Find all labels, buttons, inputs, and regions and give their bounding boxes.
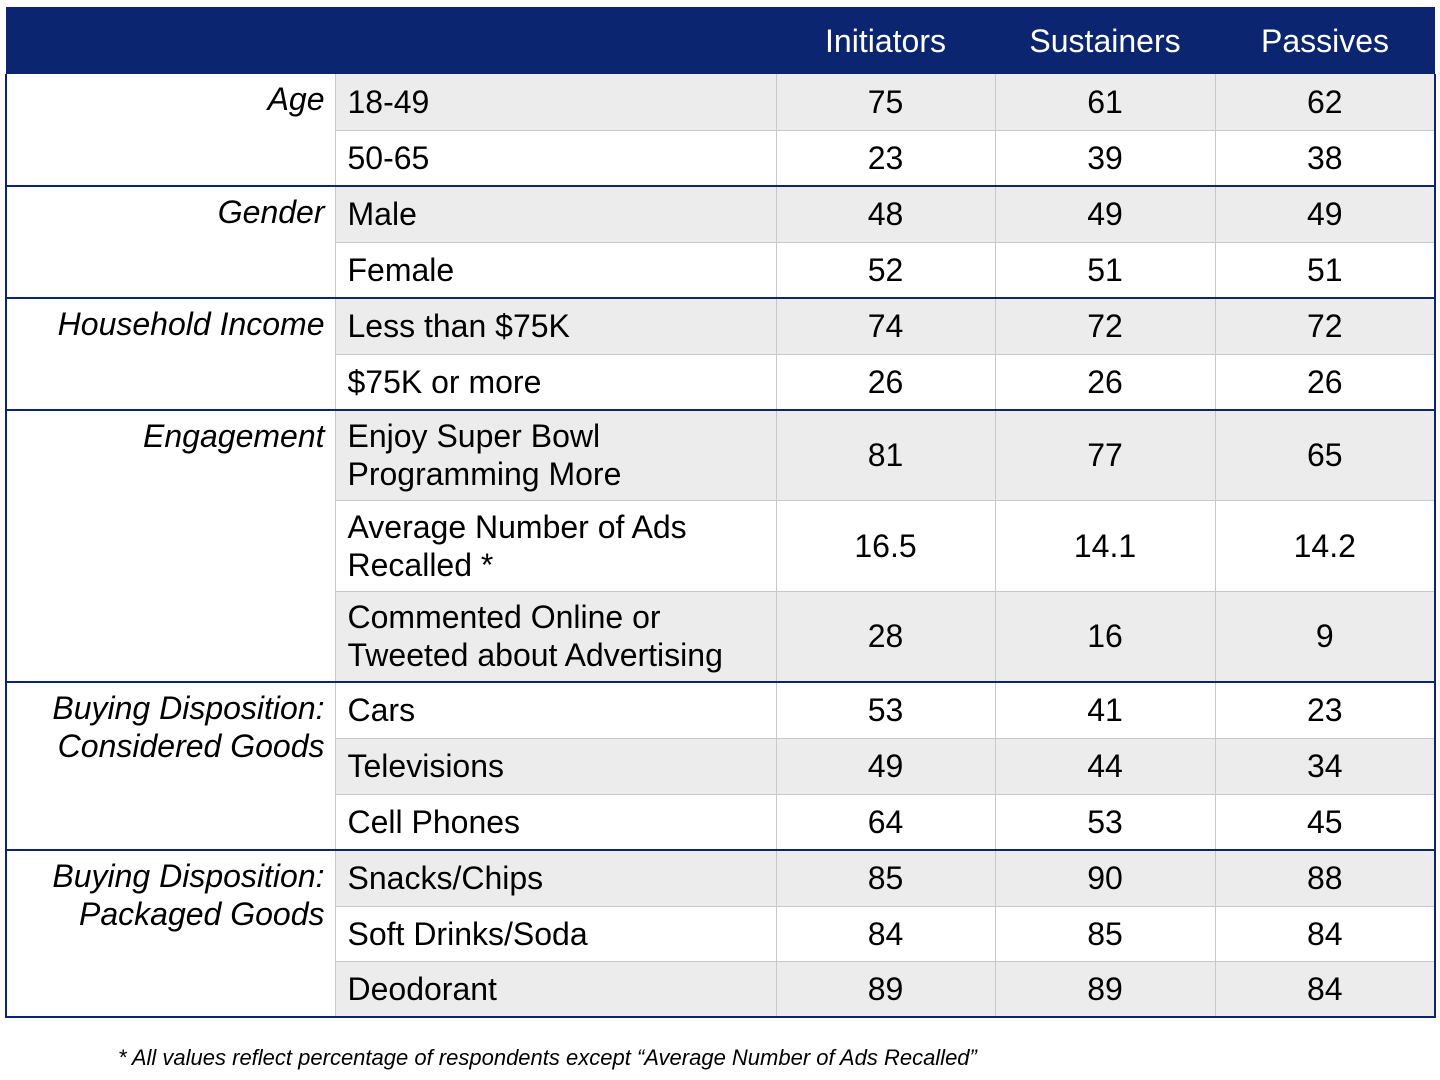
table-row: Deodorant 89 89 84 <box>6 961 1436 1018</box>
value-passives: 9 <box>1215 591 1436 683</box>
value-passives: 34 <box>1215 738 1436 795</box>
value-sustainers: 16 <box>995 591 1216 683</box>
value-sustainers: 85 <box>995 906 1216 962</box>
value-sustainers: 41 <box>995 682 1216 739</box>
value-sustainers: 51 <box>995 242 1216 299</box>
table-row: $75K or more 26 26 26 <box>6 354 1436 411</box>
table-header-row: Initiators Sustainers Passives <box>6 7 1435 74</box>
table-row: Televisions 49 44 34 <box>6 738 1436 795</box>
value-initiators: 28 <box>776 591 996 683</box>
value-passives: 72 <box>1215 298 1436 355</box>
value-sustainers: 39 <box>995 130 1216 187</box>
row-label: 50-65 <box>335 130 777 187</box>
value-initiators: 84 <box>776 906 996 962</box>
header-category <box>6 7 335 74</box>
row-label: Less than $75K <box>335 298 777 355</box>
row-label: 18-49 <box>335 74 777 131</box>
row-label: Deodorant <box>335 961 777 1018</box>
table-row: Age 18-49 75 61 62 <box>5 74 1436 187</box>
value-passives: 65 <box>1215 410 1436 501</box>
header-label <box>335 7 776 74</box>
value-initiators: 75 <box>776 74 996 131</box>
footnote: * All values reflect percentage of respo… <box>118 1045 977 1070</box>
category-label: Gender <box>5 186 336 299</box>
category-label: Buying Disposition: Considered Goods <box>5 682 336 851</box>
row-label: Enjoy Super Bowl Programming More <box>335 410 777 501</box>
category-label: Household Income <box>5 298 336 411</box>
value-sustainers: 14.1 <box>995 500 1216 592</box>
table-row: Household Income Less than $75K 74 72 72 <box>5 298 1436 411</box>
value-sustainers: 26 <box>995 354 1216 411</box>
value-initiators: 49 <box>776 738 996 795</box>
value-passives: 49 <box>1215 186 1436 243</box>
value-initiators: 64 <box>776 794 996 851</box>
value-passives: 51 <box>1215 242 1436 299</box>
value-initiators: 48 <box>776 186 996 243</box>
value-sustainers: 44 <box>995 738 1216 795</box>
value-initiators: 52 <box>776 242 996 299</box>
value-sustainers: 72 <box>995 298 1216 355</box>
demographics-table: Initiators Sustainers Passives Age 18-49 7… <box>5 7 1436 1018</box>
category-label: Engagement <box>5 410 336 683</box>
table-row: Commented Online or Tweeted about Advert… <box>6 591 1436 683</box>
table-row: Buying Disposition: Considered Goods Cars… <box>5 682 1436 851</box>
table-row: Gender Male 48 49 49 <box>5 186 1436 299</box>
table-row: Average Number of Ads Recalled * 16.5 14.1… <box>6 500 1436 592</box>
value-initiators: 74 <box>776 298 996 355</box>
value-initiators: 23 <box>776 130 996 187</box>
value-passives: 14.2 <box>1215 500 1436 592</box>
value-passives: 62 <box>1215 74 1436 131</box>
value-sustainers: 77 <box>995 410 1216 501</box>
row-label: Soft Drinks/Soda <box>335 906 777 962</box>
value-passives: 23 <box>1215 682 1436 739</box>
value-passives: 38 <box>1215 130 1436 187</box>
header-initiators: Initiators <box>776 7 995 74</box>
table-row: 50-65 23 39 38 <box>6 130 1436 187</box>
row-label: Female <box>335 242 777 299</box>
value-initiators: 16.5 <box>776 500 996 592</box>
table-row: Female 52 51 51 <box>6 242 1436 299</box>
value-sustainers: 53 <box>995 794 1216 851</box>
value-passives: 45 <box>1215 794 1436 851</box>
row-label: Commented Online or Tweeted about Advert… <box>335 591 777 683</box>
table-row: Buying Disposition: Packaged Goods Snacks… <box>5 850 1436 1018</box>
value-passives: 84 <box>1215 906 1436 962</box>
row-label: Snacks/Chips <box>335 850 777 907</box>
value-passives: 88 <box>1215 850 1436 907</box>
value-initiators: 26 <box>776 354 996 411</box>
row-label: Cars <box>335 682 777 739</box>
value-sustainers: 61 <box>995 74 1216 131</box>
table-row: Engagement Enjoy Super Bowl Programming M… <box>5 410 1436 683</box>
value-sustainers: 89 <box>995 961 1216 1018</box>
value-passives: 26 <box>1215 354 1436 411</box>
table-row: Cell Phones 64 53 45 <box>6 794 1436 851</box>
value-passives: 84 <box>1215 961 1436 1018</box>
value-initiators: 85 <box>776 850 996 907</box>
header-passives: Passives <box>1215 7 1435 74</box>
row-label: Average Number of Ads Recalled * <box>335 500 777 592</box>
row-label: Male <box>335 186 777 243</box>
value-initiators: 89 <box>776 961 996 1018</box>
row-label: Cell Phones <box>335 794 777 851</box>
value-initiators: 81 <box>776 410 996 501</box>
category-label: Age <box>5 74 336 187</box>
value-initiators: 53 <box>776 682 996 739</box>
row-label: $75K or more <box>335 354 777 411</box>
value-sustainers: 90 <box>995 850 1216 907</box>
value-sustainers: 49 <box>995 186 1216 243</box>
header-sustainers: Sustainers <box>995 7 1215 74</box>
category-label: Buying Disposition: Packaged Goods <box>5 850 336 1018</box>
table-row: Soft Drinks/Soda 84 85 84 <box>6 906 1436 962</box>
row-label: Televisions <box>335 738 777 795</box>
